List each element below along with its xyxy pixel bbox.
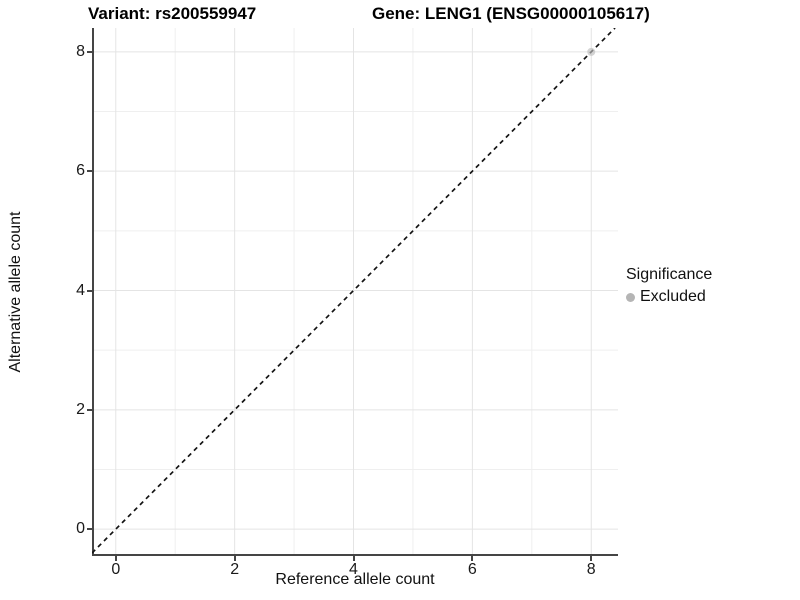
- data-point: [587, 47, 596, 56]
- y-tick-label: 4: [76, 281, 85, 299]
- plot-title-gene: Gene: LENG1 (ENSG00000105617): [372, 4, 650, 23]
- x-tick-label: 2: [230, 561, 240, 578]
- x-tick-label: 4: [349, 561, 358, 578]
- legend-item-excluded: Excluded: [626, 288, 712, 306]
- x-tick-label: 0: [111, 561, 121, 578]
- y-tick-mark: [87, 528, 92, 531]
- x-tick-mark: [114, 556, 117, 561]
- y-tick-label: 2: [76, 400, 85, 418]
- plot-panel: [91, 27, 618, 556]
- y-tick-mark: [87, 408, 92, 411]
- x-tick-label: 8: [586, 561, 596, 578]
- y-tick-label: 8: [76, 42, 85, 60]
- y-tick-label: 0: [76, 520, 85, 538]
- x-tick-label: 6: [467, 561, 477, 578]
- y-tick-mark: [87, 50, 92, 53]
- plot-title-variant: Variant: rs200559947: [88, 4, 257, 23]
- plot-canvas: [91, 27, 618, 556]
- legend: Significance Excluded: [626, 266, 712, 306]
- y-tick-mark: [87, 289, 92, 292]
- y-axis-title: Alternative allele count: [7, 211, 24, 373]
- legend-point-icon: [626, 292, 635, 302]
- x-tick-mark: [471, 556, 474, 561]
- x-tick-mark: [590, 556, 593, 561]
- x-tick-mark: [233, 556, 236, 561]
- x-tick-mark: [352, 556, 355, 561]
- x-axis-title: Reference allele count: [275, 571, 435, 588]
- legend-item-label: Excluded: [640, 288, 706, 305]
- legend-title: Significance: [626, 266, 713, 283]
- y-tick-mark: [87, 170, 92, 173]
- y-tick-label: 6: [76, 162, 85, 180]
